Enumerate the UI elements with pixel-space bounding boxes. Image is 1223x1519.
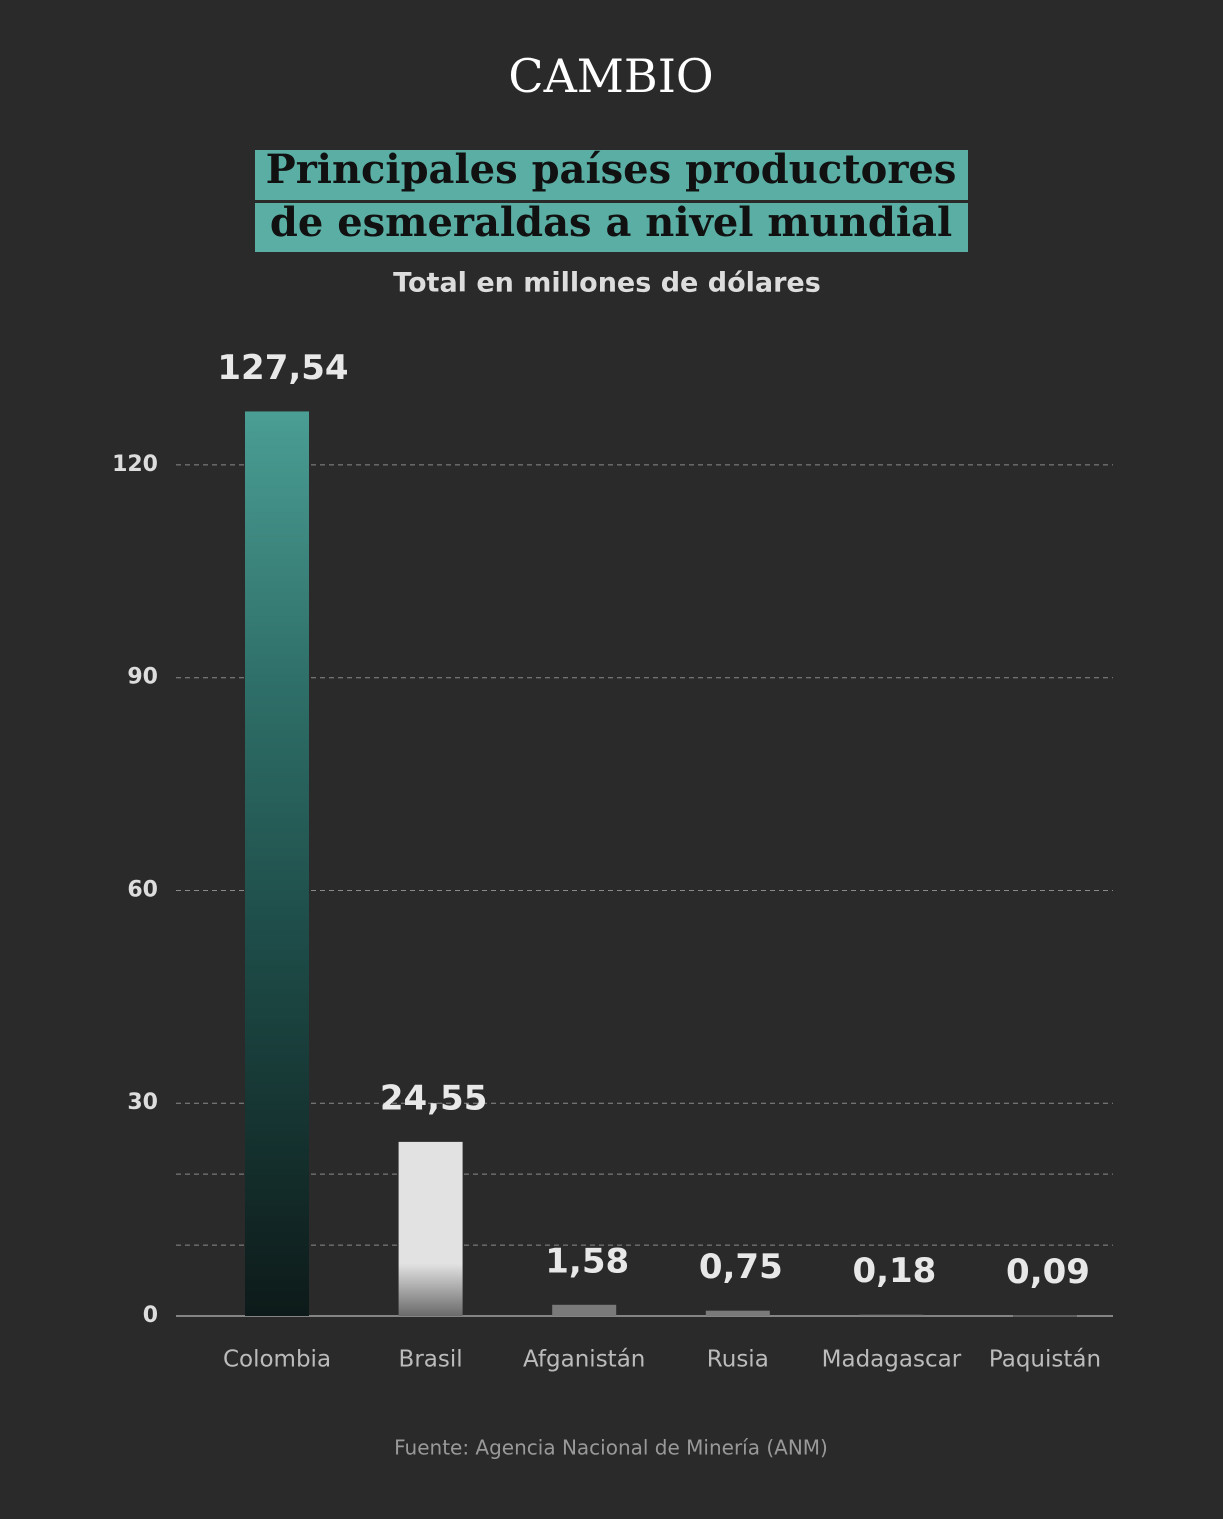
y-tick-label: 0 (143, 1303, 158, 1328)
x-tick-label: Madagascar (822, 1347, 962, 1373)
value-label: 1,58 (545, 1241, 629, 1281)
y-tick-label: 60 (127, 877, 158, 902)
x-tick-label: Brasil (399, 1347, 463, 1373)
brand: CAMBIO (508, 49, 713, 103)
chart-title: Principales países productores (266, 146, 957, 193)
bar (705, 1310, 770, 1316)
bar (1013, 1315, 1077, 1317)
bar (398, 1141, 463, 1316)
title-box (255, 203, 968, 252)
x-tick-label: Afganistán (523, 1347, 645, 1373)
title-box (255, 150, 968, 200)
chart-subtitle: Total en millones de dólares (393, 268, 821, 299)
x-tick-label: Paquistán (989, 1347, 1101, 1373)
chart-title: de esmeraldas a nivel mundial (270, 199, 952, 246)
bar (552, 1304, 617, 1316)
y-tick-label: 30 (127, 1090, 158, 1115)
y-tick-label: 90 (127, 665, 158, 690)
source: Fuente: Agencia Nacional de Minería (ANM… (394, 1436, 828, 1460)
x-tick-label: Colombia (223, 1347, 331, 1373)
value-label: 127,54 (217, 348, 348, 388)
value-label: 0,18 (852, 1251, 936, 1291)
y-tick-label: 120 (112, 452, 158, 477)
value-label: 0,09 (1006, 1252, 1090, 1292)
value-label: 0,75 (699, 1247, 783, 1287)
bar (245, 411, 309, 1316)
value-label: 24,55 (380, 1078, 488, 1118)
x-tick-label: Rusia (707, 1347, 769, 1373)
bar (859, 1314, 924, 1316)
